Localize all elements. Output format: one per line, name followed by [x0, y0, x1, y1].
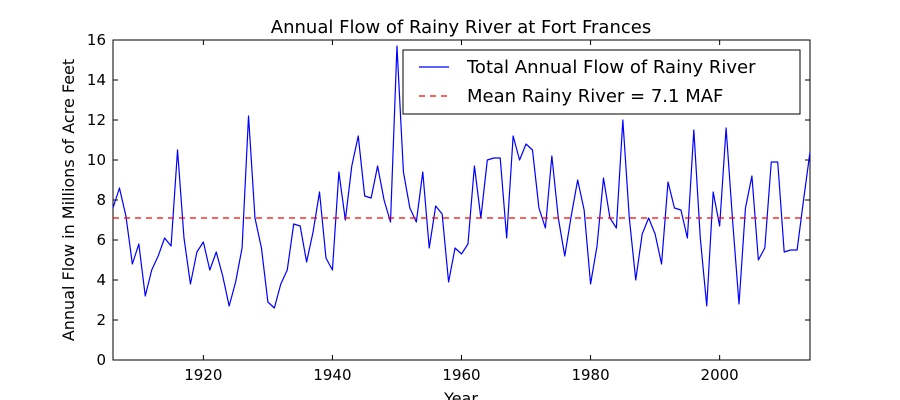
y-tick-label: 14 [87, 71, 106, 89]
x-tick-label: 1940 [313, 366, 351, 384]
x-tick-label: 1920 [184, 366, 222, 384]
y-tick-label: 2 [96, 311, 106, 329]
y-tick-label: 8 [96, 191, 106, 209]
series-lines [112, 45, 811, 309]
legend: Total Annual Flow of Rainy River Mean Ra… [402, 49, 801, 115]
y-tick-label: 10 [87, 151, 106, 169]
x-tick-label: 2000 [701, 366, 739, 384]
x-tick-label: 1980 [571, 366, 609, 384]
chart-title: Annual Flow of Rainy River at Fort Franc… [271, 17, 651, 38]
y-tick-label: 12 [87, 111, 106, 129]
y-axis-label: Annual Flow in Millions of Acre Feet [59, 59, 78, 341]
x-tick-label: 1960 [442, 366, 480, 384]
legend-label-mean: Mean Rainy River = 7.1 MAF [467, 86, 723, 107]
x-axis-label: Year [443, 389, 478, 400]
y-tick-label: 6 [96, 231, 106, 249]
legend-box [402, 49, 801, 115]
y-tick-label: 4 [96, 271, 106, 289]
legend-label-flow: Total Annual Flow of Rainy River [466, 57, 756, 78]
y-tick-label: 16 [87, 31, 106, 49]
axis-ticks: 0 2 4 6 8 10 12 14 16 1920 1940 1960 1980 2000 [87, 31, 810, 384]
y-tick-label: 0 [96, 351, 106, 369]
flow-series-line [112, 45, 811, 309]
